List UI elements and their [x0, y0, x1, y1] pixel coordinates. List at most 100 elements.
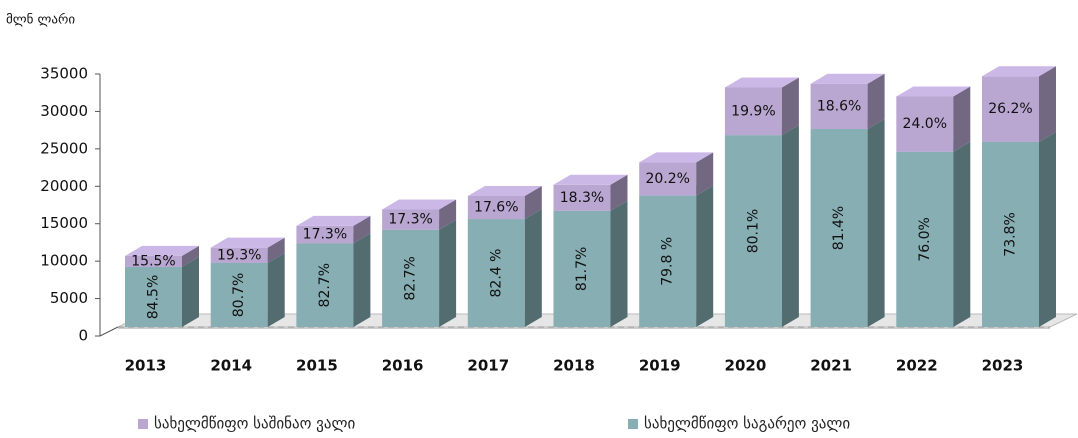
- bar-front: [296, 225, 354, 244]
- bar-top: [210, 237, 285, 248]
- x-tick-label: 2023: [982, 357, 1024, 375]
- y-tick-label: 35000: [40, 65, 88, 83]
- bar-side: [696, 152, 714, 196]
- bar-side: [182, 245, 199, 267]
- segment-label: 19.3%: [217, 247, 261, 263]
- bar-front: [467, 196, 525, 220]
- segment-label: 15.5%: [131, 253, 175, 269]
- bar-front: [724, 87, 782, 136]
- bar-side: [781, 125, 799, 327]
- bar-front: [553, 210, 611, 327]
- y-tick-label: 5000: [50, 289, 88, 307]
- bar-front: [382, 209, 440, 230]
- x-tick-label: 2021: [810, 357, 852, 375]
- segment-label: 19.9%: [731, 103, 775, 119]
- bar-front: [982, 141, 1039, 327]
- bar-front: [810, 128, 868, 327]
- bar-side: [696, 185, 714, 327]
- segment-label: 82.7%: [403, 256, 419, 300]
- bar-side: [439, 199, 457, 230]
- legend-label: სახელმწიფო საგარეო ვალი: [644, 415, 850, 433]
- segment-label: 80.7%: [231, 273, 247, 317]
- x-tick-label: 2014: [210, 357, 252, 375]
- bar-top: [467, 186, 542, 196]
- y-tick-label: 15000: [40, 214, 88, 232]
- x-tick-label: 2015: [296, 357, 338, 375]
- bar-side: [781, 77, 799, 136]
- segment-label: 73.8%: [1003, 212, 1019, 256]
- legend-swatch: [628, 419, 638, 429]
- bar-front: [382, 229, 440, 327]
- bar-front: [639, 195, 697, 327]
- bar-top: [724, 77, 799, 88]
- x-tick-label: 2018: [553, 357, 595, 375]
- x-tick-label: 2016: [382, 357, 424, 375]
- x-tick-label: 2013: [125, 357, 167, 375]
- bar-side: [610, 200, 628, 327]
- bar-side: [1039, 66, 1056, 142]
- bar-front: [296, 243, 354, 327]
- bar-side: [953, 141, 971, 327]
- segment-label: 26.2%: [988, 101, 1032, 117]
- bar-side: [439, 219, 457, 327]
- bar-top: [982, 66, 1056, 77]
- segment-label: 81.4%: [831, 206, 847, 250]
- bar-front: [724, 135, 782, 327]
- x-tick-label: 2020: [725, 357, 767, 375]
- legend-label: სახელმწიფო საშინაო ვალი: [154, 415, 355, 433]
- bar-top: [296, 215, 371, 226]
- legend-swatch: [138, 419, 148, 429]
- y-tick-label: 0: [78, 327, 88, 345]
- bar-side: [867, 73, 885, 129]
- bar-side: [953, 86, 971, 152]
- bar-side: [524, 209, 542, 327]
- x-tick-label: 2017: [467, 357, 509, 375]
- bar-side: [524, 186, 542, 220]
- bar-front: [125, 255, 182, 267]
- bar-top: [125, 245, 199, 256]
- bar-front: [210, 262, 268, 327]
- segment-label: 82.7%: [317, 263, 333, 307]
- segment-label: 18.3%: [560, 190, 604, 206]
- segment-label: 84.5%: [146, 275, 162, 319]
- bar-front: [896, 96, 954, 152]
- y-tick-label: 10000: [40, 252, 88, 270]
- segment-label: 79.8 %: [660, 237, 676, 286]
- y-tick-label: 30000: [40, 102, 88, 120]
- segment-label: 17.6%: [474, 200, 518, 216]
- x-axis: [99, 326, 119, 337]
- segment-label: 24.0%: [903, 116, 947, 132]
- bar-front: [125, 266, 182, 327]
- x-tick-label: 2019: [639, 357, 681, 375]
- bar-top: [810, 73, 885, 84]
- bar-side: [182, 256, 199, 327]
- bar-side: [610, 174, 628, 211]
- bar-front: [810, 83, 868, 129]
- bar-top: [553, 174, 628, 185]
- segment-label: 20.2%: [645, 171, 689, 187]
- segment-label: 18.6%: [817, 98, 861, 114]
- segment-label: 80.1%: [745, 209, 761, 253]
- segment-label: 82.4 %: [488, 249, 504, 298]
- segment-label: 76.0%: [917, 217, 933, 261]
- bar-side: [353, 233, 371, 327]
- bar-front: [553, 184, 611, 211]
- bar-side: [353, 215, 371, 244]
- bar-side: [267, 237, 285, 263]
- bar-front: [210, 247, 268, 263]
- bar-side: [867, 118, 885, 328]
- unit-label: მლნ ლარი: [6, 13, 75, 28]
- x-tick-label: 2022: [896, 357, 938, 375]
- bar-front: [639, 162, 697, 196]
- y-tick-label: 25000: [40, 139, 88, 157]
- bar-front: [982, 76, 1039, 142]
- bar-top: [896, 86, 971, 97]
- bar-side: [267, 252, 285, 327]
- bar-top: [639, 152, 714, 163]
- segment-label: 17.3%: [388, 212, 432, 228]
- bar-side: [1039, 131, 1056, 327]
- segment-label: 81.7%: [574, 247, 590, 291]
- bar-top: [382, 199, 457, 210]
- y-tick-label: 20000: [40, 177, 88, 195]
